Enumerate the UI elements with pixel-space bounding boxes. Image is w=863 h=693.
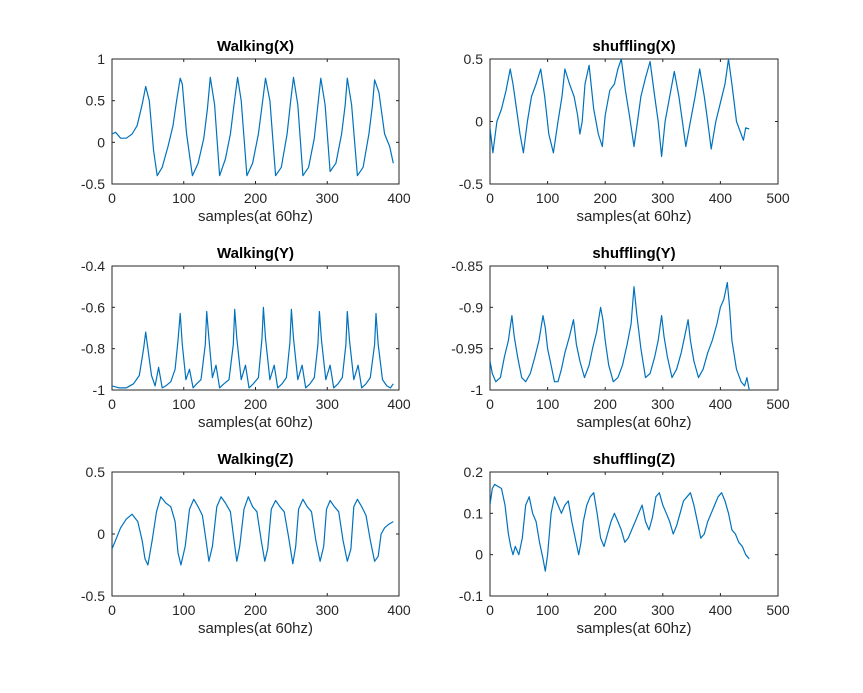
subplot-5: 0 100 200 300 4000.50-0.5Walking(Z)samples(a… [81,451,411,637]
x-tick-label: 300 [651,602,675,618]
y-tick-label: 0 [97,134,105,150]
y-tick-label: 0.5 [86,93,106,109]
x-axis-label: samples(at 60hz) [198,414,313,431]
x-tick-label: 200 [244,190,268,206]
x-tick-label: 100 [536,396,560,412]
y-tick-label: -0.6 [81,299,105,315]
y-tick-label: -0.4 [81,258,105,274]
y-tick-label: 0.5 [464,51,484,67]
y-tick-label: -1 [93,382,106,398]
x-tick-label: 0 [486,602,494,618]
subplot-title: shuffling(Z) [593,451,675,468]
x-tick-label: 200 [244,602,268,618]
subplot-6: 0 100 200 300 400 5000.20.10-0.1shuffling(Z)s… [459,451,790,637]
y-tick-label: -1 [471,382,484,398]
axes-box [111,58,400,185]
subplot-title: Walking(X) [217,38,294,55]
x-tick-label: 300 [316,190,340,206]
x-tick-label: 300 [651,190,675,206]
y-tick-label: 0.1 [464,505,484,521]
series-line [112,76,394,177]
x-tick-label: 100 [172,190,196,206]
x-tick-label: 100 [172,396,196,412]
x-axis-label: samples(at 60hz) [198,620,313,637]
x-tick-label: 0 [108,396,116,412]
x-tick-label: 400 [709,602,733,618]
series-line [490,59,750,158]
subplot-title: Walking(Z) [217,451,293,468]
y-tick-label: 0 [97,526,105,542]
x-tick-label: 100 [172,602,196,618]
x-tick-label: 0 [108,190,116,206]
subplot-3: 0 100 200 300 400 -0.4 -0.6 -0.8 -1 Walking(Y) sam… [81,245,411,431]
x-tick-label: 400 [709,190,733,206]
subplot-title: Walking(Y) [217,245,294,262]
y-tick-label: -0.5 [459,176,483,192]
x-tick-label: 300 [316,396,340,412]
axes-box [489,265,779,391]
x-tick-label: 500 [766,602,790,618]
x-tick-label: 400 [387,602,411,618]
x-tick-label: 500 [766,190,790,206]
x-tick-label: 200 [594,190,618,206]
x-tick-label: 300 [651,396,675,412]
x-tick-label: 0 [108,602,116,618]
subplot-title: shuffling(X) [592,38,675,55]
x-axis-label: samples(at 60hz) [576,620,691,637]
x-axis-label: samples(at 60hz) [576,414,691,431]
subplot-2: 0 100 200 300 400 5000.50-0.5shuffling(X)samp… [459,38,790,225]
subplot-4: 0 100 200 300 400 500 -0.85 -0.9 -0.95 -1 shufflin… [451,245,790,431]
x-tick-label: 0 [486,190,494,206]
y-tick-label: -0.9 [459,299,483,315]
y-tick-label: -0.8 [81,341,105,357]
y-tick-label: 0.2 [464,464,484,480]
x-tick-label: 200 [594,396,618,412]
axes-box [111,265,400,391]
y-tick-label: -0.85 [451,258,483,274]
x-tick-label: 400 [387,396,411,412]
y-tick-label: 0.5 [86,464,106,480]
x-tick-label: 100 [536,190,560,206]
y-tick-label: -0.95 [451,341,483,357]
y-tick-label: -0.5 [81,176,105,192]
subplot-1: 0 100 200 300 40010.50-0.5Walking(X)samples(… [81,38,411,225]
series-line [490,483,750,572]
x-tick-label: 400 [387,190,411,206]
subplot-title: shuffling(Y) [592,245,675,262]
axes-box [111,471,400,597]
x-tick-label: 100 [536,602,560,618]
x-axis-label: samples(at 60hz) [576,208,691,225]
x-axis-label: samples(at 60hz) [198,208,313,225]
y-tick-label: 0 [475,547,483,563]
y-tick-label: -0.1 [459,588,483,604]
x-tick-label: 300 [316,602,340,618]
y-tick-label: 1 [97,51,105,67]
series-line [490,281,750,390]
x-tick-label: 200 [594,602,618,618]
y-tick-label: -0.5 [81,588,105,604]
x-tick-label: 200 [244,396,268,412]
x-tick-label: 500 [766,396,790,412]
y-tick-label: 0 [475,114,483,130]
series-line [112,306,394,389]
x-tick-label: 0 [486,396,494,412]
x-tick-label: 400 [709,396,733,412]
axes-box [489,58,779,185]
series-line [112,496,394,566]
